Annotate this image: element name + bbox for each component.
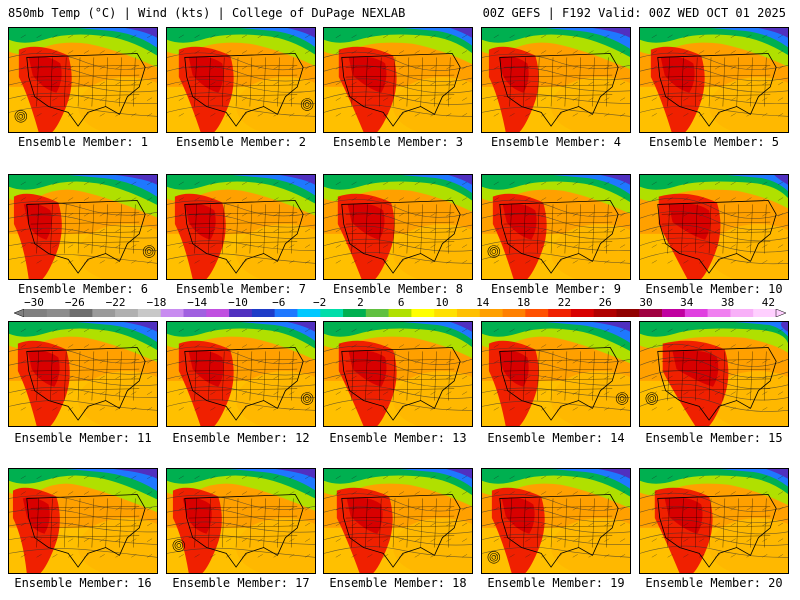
colorbar-swatch <box>274 309 298 317</box>
member-caption: Ensemble Member: 19 <box>487 576 625 590</box>
map-panel-member-1[interactable] <box>8 27 158 133</box>
colorbar-swatch <box>206 309 230 317</box>
colorbar-label: 42 <box>761 296 776 309</box>
member-caption: Ensemble Member: 15 <box>645 431 783 445</box>
map-panel-member-5[interactable] <box>639 27 789 133</box>
colorbar-swatch <box>92 309 116 317</box>
colorbar-label: 14 <box>476 296 490 309</box>
map-panel-member-12[interactable] <box>166 321 316 427</box>
member-caption: Ensemble Member: 8 <box>332 282 464 296</box>
colorbar-swatch <box>456 309 481 317</box>
member-caption: Ensemble Member: 14 <box>487 431 625 445</box>
chart-title: 850mb Temp (°C) | Wind (kts) | College o… <box>8 6 406 20</box>
member-caption: Ensemble Member: 6 <box>17 282 149 296</box>
run-info: 00Z GEFS | F192 Valid: 00Z WED OCT 01 20… <box>482 6 786 20</box>
member-caption: Ensemble Member: 2 <box>175 135 307 149</box>
colorbar-label: −6 <box>272 296 286 309</box>
colorbar-swatch <box>434 309 458 317</box>
colorbar-swatch <box>525 309 549 317</box>
colorbar-label: −30 <box>24 296 44 309</box>
map-panel-member-8[interactable] <box>323 174 473 280</box>
map-panel-member-18[interactable] <box>323 468 473 574</box>
colorbar-swatch <box>639 309 663 317</box>
colorbar-swatch <box>388 309 412 317</box>
colorbar-swatch <box>46 309 70 317</box>
colorbar-swatch <box>593 309 617 317</box>
colorbar-swatch <box>115 309 139 317</box>
colorbar-arrow-left <box>14 309 25 317</box>
member-caption: Ensemble Member: 11 <box>14 431 152 445</box>
colorbar-label: −2 <box>312 296 327 309</box>
colorbar-label: 30 <box>639 296 653 309</box>
colorbar-label: 34 <box>680 296 694 309</box>
map-panel-member-19[interactable] <box>481 468 631 574</box>
colorbar-label: 26 <box>598 296 612 309</box>
map-panel-member-6[interactable] <box>8 174 158 280</box>
map-panel-member-7[interactable] <box>166 174 316 280</box>
map-panel-member-15[interactable] <box>639 321 789 427</box>
member-caption: Ensemble Member: 17 <box>172 576 310 590</box>
colorbar-swatch <box>753 309 777 317</box>
map-panel-member-9[interactable] <box>481 174 631 280</box>
colorbar-label: −14 <box>187 296 208 309</box>
member-caption: Ensemble Member: 13 <box>329 431 467 445</box>
map-panel-member-14[interactable] <box>481 321 631 427</box>
colorbar-swatch <box>616 309 640 317</box>
map-panel-member-3[interactable] <box>323 27 473 133</box>
colorbar-swatch <box>183 309 207 317</box>
colorbar-swatch <box>365 309 389 317</box>
member-caption: Ensemble Member: 5 <box>648 135 780 149</box>
member-caption: Ensemble Member: 20 <box>645 576 783 590</box>
map-panel-member-10[interactable] <box>639 174 789 280</box>
map-panel-member-4[interactable] <box>481 27 631 133</box>
colorbar-label: −22 <box>105 296 126 309</box>
colorbar-swatch <box>69 309 93 317</box>
map-panel-member-16[interactable] <box>8 468 158 574</box>
member-caption: Ensemble Member: 10 <box>645 282 783 296</box>
colorbar-swatch <box>707 309 731 317</box>
map-panel-member-20[interactable] <box>639 468 789 574</box>
colorbar-label: 10 <box>435 296 449 309</box>
member-caption: Ensemble Member: 3 <box>332 135 464 149</box>
member-caption: Ensemble Member: 1 <box>17 135 149 149</box>
colorbar-label: 18 <box>516 296 531 309</box>
member-caption: Ensemble Member: 16 <box>14 576 152 590</box>
colorbar-swatch <box>684 309 708 317</box>
member-caption: Ensemble Member: 12 <box>172 431 310 445</box>
colorbar <box>14 309 786 317</box>
colorbar-swatch <box>570 309 594 317</box>
colorbar-swatch <box>548 309 572 317</box>
colorbar-swatch <box>137 309 162 317</box>
colorbar-label: −18 <box>146 296 167 309</box>
colorbar-swatch <box>343 309 367 317</box>
colorbar-swatch <box>160 309 184 317</box>
member-caption: Ensemble Member: 7 <box>175 282 307 296</box>
colorbar-swatch <box>320 309 344 317</box>
colorbar-swatch <box>229 309 253 317</box>
map-panel-member-13[interactable] <box>323 321 473 427</box>
colorbar-label: −10 <box>228 296 248 309</box>
map-panel-member-11[interactable] <box>8 321 158 427</box>
colorbar-label: 22 <box>557 296 572 309</box>
colorbar-swatch <box>24 309 48 317</box>
map-panel-member-2[interactable] <box>166 27 316 133</box>
member-caption: Ensemble Member: 9 <box>490 282 622 296</box>
colorbar-label: 38 <box>720 296 735 309</box>
member-caption: Ensemble Member: 4 <box>490 135 622 149</box>
colorbar-swatch <box>251 309 275 317</box>
colorbar-swatch <box>411 309 435 317</box>
colorbar-label: 6 <box>397 296 405 309</box>
colorbar-label: 2 <box>357 296 364 309</box>
colorbar-arrow-right <box>775 309 786 317</box>
member-caption: Ensemble Member: 18 <box>329 576 467 590</box>
colorbar-swatch <box>662 309 686 317</box>
map-panel-member-17[interactable] <box>166 468 316 574</box>
colorbar-swatch <box>502 309 526 317</box>
colorbar-swatch <box>730 309 754 317</box>
colorbar-swatch <box>297 309 321 317</box>
colorbar-swatch <box>479 309 503 317</box>
colorbar-label: −26 <box>64 296 85 309</box>
